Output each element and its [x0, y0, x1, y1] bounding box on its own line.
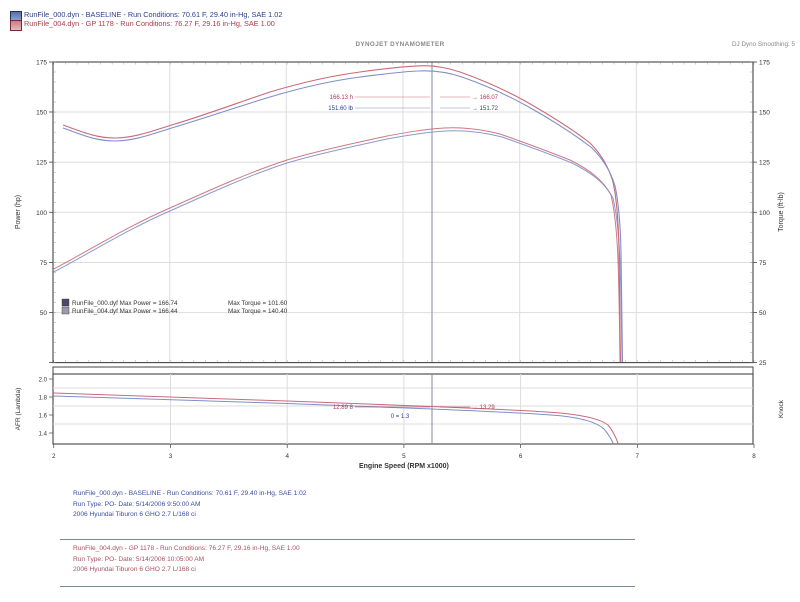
svg-text:1.6: 1.6: [39, 414, 48, 420]
svg-text:2: 2: [52, 453, 56, 460]
svg-text:8: 8: [752, 453, 756, 460]
svg-text:6: 6: [519, 453, 523, 460]
svg-text:5: 5: [402, 453, 406, 460]
svg-text:12.89 8: 12.89 8: [333, 405, 354, 411]
svg-text:3: 3: [169, 453, 173, 460]
svg-text:→ 13.29: → 13.29: [472, 405, 495, 411]
svg-text:1.4: 1.4: [39, 432, 48, 438]
svg-text:0 = 1.3: 0 = 1.3: [391, 414, 410, 420]
svg-text:1.8: 1.8: [39, 396, 48, 402]
svg-text:AFR (Lambda): AFR (Lambda): [15, 388, 22, 431]
svg-text:Knock: Knock: [778, 399, 785, 418]
svg-text:7: 7: [636, 453, 640, 460]
svg-text:Engine Speed (RPM x1000): Engine Speed (RPM x1000): [359, 463, 449, 470]
svg-text:2.0: 2.0: [39, 378, 48, 384]
svg-text:4: 4: [285, 453, 289, 460]
